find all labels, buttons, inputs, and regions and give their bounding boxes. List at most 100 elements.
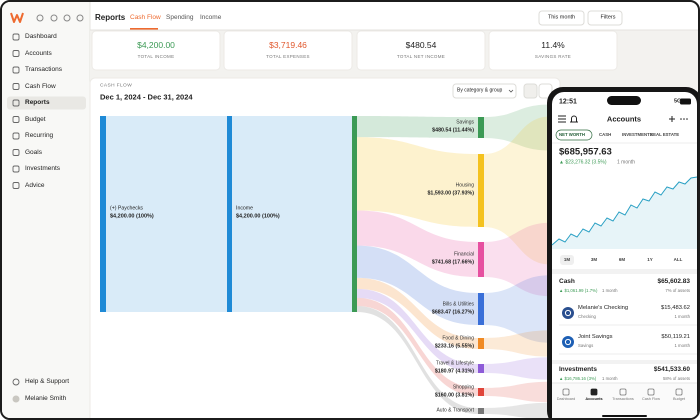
range-option[interactable]: 1Y	[647, 256, 653, 262]
sankey-outflow	[484, 104, 550, 151]
sankey-flow	[357, 210, 478, 277]
sankey-node-amount: $4,200.00 (100%)	[110, 213, 154, 220]
range-option[interactable]: ALL	[673, 256, 683, 262]
group-share: 58% of assets	[663, 375, 690, 381]
active-nav-bg	[7, 96, 86, 110]
bell-icon[interactable]	[570, 115, 578, 123]
summary-value: $480.54	[405, 39, 437, 50]
group-total: $541,533.60	[653, 365, 690, 373]
nav-icon	[12, 99, 20, 107]
logo	[10, 12, 24, 23]
tab-bar-icon[interactable]	[590, 388, 598, 396]
more-icon-dot[interactable]	[683, 118, 685, 120]
range-option[interactable]: 6M	[618, 256, 626, 262]
account-tab[interactable]: NET WORTH	[559, 131, 586, 137]
summary-card	[91, 30, 221, 71]
tab-bar-label[interactable]: Accounts	[585, 397, 603, 402]
account-tab[interactable]: REAL ESTATE	[650, 131, 680, 137]
grouping-dropdown[interactable]	[452, 83, 517, 99]
tab-bar-icon[interactable]	[562, 388, 570, 396]
sankey-node-name: Savings	[456, 119, 474, 126]
summary-value: 11.4%	[541, 39, 565, 50]
menu-icon[interactable]	[558, 115, 566, 123]
help-link[interactable]: Help & Support	[25, 377, 70, 385]
account-tab[interactable]: CASH	[599, 131, 612, 137]
range-option[interactable]: 1M	[563, 256, 571, 262]
sankey-node-amount: $741.68 (17.66%)	[431, 259, 474, 266]
date-range: Dec 1, 2024 - Dec 31, 2024	[100, 92, 193, 102]
toolbar-icon[interactable]	[76, 14, 84, 22]
summary-label: TOTAL EXPENSES	[266, 53, 310, 59]
more-icon-dot[interactable]	[680, 118, 682, 120]
summary-label: TOTAL INCOME	[137, 53, 175, 59]
nav-icon	[12, 182, 20, 189]
sankey-node	[478, 117, 484, 138]
nav-item[interactable]: Dashboard	[25, 32, 57, 40]
section-gap	[552, 269, 697, 274]
user-name[interactable]: Melanie Smith	[25, 394, 67, 402]
filters-button[interactable]	[587, 10, 623, 26]
filters-button-label[interactable]: Filters	[600, 14, 616, 21]
tab-bar-label[interactable]: Budget	[672, 397, 686, 402]
nav-item[interactable]: Transactions	[25, 65, 62, 73]
account-balance: $50,119.21	[661, 334, 690, 341]
summary-value: $3,719.46	[269, 39, 307, 50]
sankey-node-name: Housing	[455, 182, 474, 189]
sankey-node-name: Shopping	[452, 384, 474, 391]
nav-item[interactable]: Recurring	[25, 131, 54, 139]
account-type: Checking	[578, 313, 596, 319]
range-option[interactable]: 3M	[590, 256, 598, 262]
account-tab[interactable]: INVESTMENTS	[622, 131, 653, 137]
nav-item[interactable]: Accounts	[25, 49, 52, 57]
node-income	[227, 116, 232, 312]
nav-item[interactable]: Cash Flow	[25, 82, 56, 90]
report-tab[interactable]: Cash Flow	[130, 13, 161, 21]
group-change: ▲ $1,061.99 (1.7%)	[559, 287, 598, 293]
nav-icon	[12, 116, 20, 123]
tab-bar-icon[interactable]	[647, 388, 655, 396]
sankey-flow	[357, 245, 478, 325]
toolbar-icon[interactable]	[50, 14, 58, 22]
tab-bar-label[interactable]: Dashboard	[556, 397, 576, 402]
sankey-node-amount: $4,200.00 (100%)	[236, 213, 280, 220]
sankey-node-amount: $683.47 (16.27%)	[431, 309, 474, 316]
nav-item[interactable]: Budget	[25, 115, 46, 123]
panel-label: CASH FLOW	[100, 83, 133, 89]
tab-bar-label[interactable]: Cash Flow	[642, 397, 660, 402]
nav-item[interactable]: Advice	[25, 181, 45, 189]
sankey-node-name: Auto & Transport	[436, 407, 474, 414]
toolbar-icon[interactable]	[63, 14, 71, 22]
group-total: $65,602.83	[657, 277, 690, 285]
nav-item[interactable]: Investments	[25, 164, 61, 172]
sankey-outflow	[484, 275, 550, 343]
account-icon-inner	[564, 338, 572, 346]
period-button-label[interactable]: This month	[547, 14, 576, 21]
nav-icon	[12, 165, 20, 173]
summary-card	[356, 30, 486, 71]
tab-bar-icon[interactable]	[619, 388, 627, 396]
section-gap	[552, 360, 697, 364]
nav-icon	[12, 132, 20, 140]
more-icon-dot[interactable]	[686, 118, 688, 120]
tab-bar-icon[interactable]	[675, 388, 683, 396]
active-tab-underline	[130, 28, 158, 30]
sankey-node-name: (+) Paychecks	[110, 205, 144, 212]
account-period: 1 month	[674, 342, 690, 348]
chart-type-button[interactable]	[538, 83, 553, 99]
report-tab[interactable]: Income	[200, 13, 222, 21]
account-name[interactable]: Joint Savings	[578, 334, 613, 341]
tab-bar-label[interactable]: Transactions	[612, 397, 634, 402]
chart-type-button[interactable]	[523, 83, 538, 99]
account-name[interactable]: Melanie's Checking	[578, 305, 629, 312]
node-paychecks	[100, 116, 106, 312]
summary-value: $4,200.00	[137, 39, 175, 50]
period-button[interactable]	[538, 10, 585, 26]
sankey-node	[478, 364, 484, 373]
toolbar-icon[interactable]	[36, 14, 44, 22]
sankey-node-name: Financial	[453, 251, 474, 258]
add-icon[interactable]	[669, 116, 675, 122]
grouping-dropdown-label[interactable]: By category & group	[457, 87, 503, 94]
report-tab[interactable]: Spending	[166, 13, 194, 21]
nav-item[interactable]: Goals	[25, 148, 42, 156]
nav-item[interactable]: Reports	[25, 98, 50, 106]
